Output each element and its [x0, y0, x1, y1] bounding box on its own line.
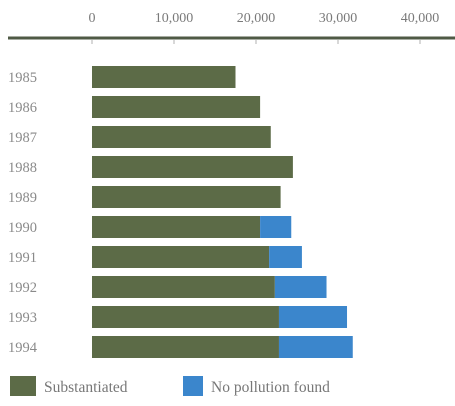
x-tick-label: 40,000 — [401, 11, 440, 26]
bar-substantiated — [92, 246, 270, 268]
x-axis-ticks: 0 10,000 20,000 30,000 40,000 — [89, 11, 440, 44]
category-label: 1992 — [8, 280, 37, 296]
legend-label-substantiated: Substantiated — [44, 379, 128, 396]
x-tick-label: 30,000 — [319, 11, 358, 26]
bar-substantiated — [92, 186, 281, 208]
bar-substantiated — [92, 126, 271, 148]
category-labels: 1985 1986 1987 1988 1989 1990 1991 1992 1993 1994 — [8, 70, 38, 356]
legend-swatch-substantiated — [10, 376, 36, 396]
bar-substantiated — [92, 306, 279, 328]
category-label: 1993 — [8, 310, 37, 326]
category-label: 1990 — [8, 220, 37, 236]
category-label: 1986 — [8, 100, 37, 116]
x-tick-label: 10,000 — [155, 11, 194, 26]
bar-substantiated — [92, 156, 293, 178]
legend-swatch-no-pollution-found — [183, 376, 203, 396]
category-label: 1985 — [8, 70, 37, 86]
bars — [92, 66, 353, 358]
x-tick-label: 20,000 — [237, 11, 276, 26]
legend: Substantiated No pollution found — [10, 376, 330, 396]
category-label: 1988 — [8, 160, 37, 176]
bar-no-pollution-found — [274, 276, 327, 298]
bar-substantiated — [92, 216, 261, 238]
bar-substantiated — [92, 96, 261, 118]
bar-substantiated — [92, 66, 236, 88]
bar-no-pollution-found — [260, 216, 292, 238]
category-label: 1994 — [8, 340, 38, 356]
bar-substantiated — [92, 336, 279, 358]
legend-label-no-pollution-found: No pollution found — [211, 379, 330, 396]
bar-substantiated — [92, 276, 275, 298]
category-label: 1989 — [8, 190, 37, 206]
bar-no-pollution-found — [278, 306, 348, 328]
bar-no-pollution-found — [269, 246, 302, 268]
category-label: 1987 — [8, 130, 37, 146]
category-label: 1991 — [8, 250, 37, 266]
x-tick-label: 0 — [89, 11, 96, 26]
bar-no-pollution-found — [278, 336, 353, 358]
